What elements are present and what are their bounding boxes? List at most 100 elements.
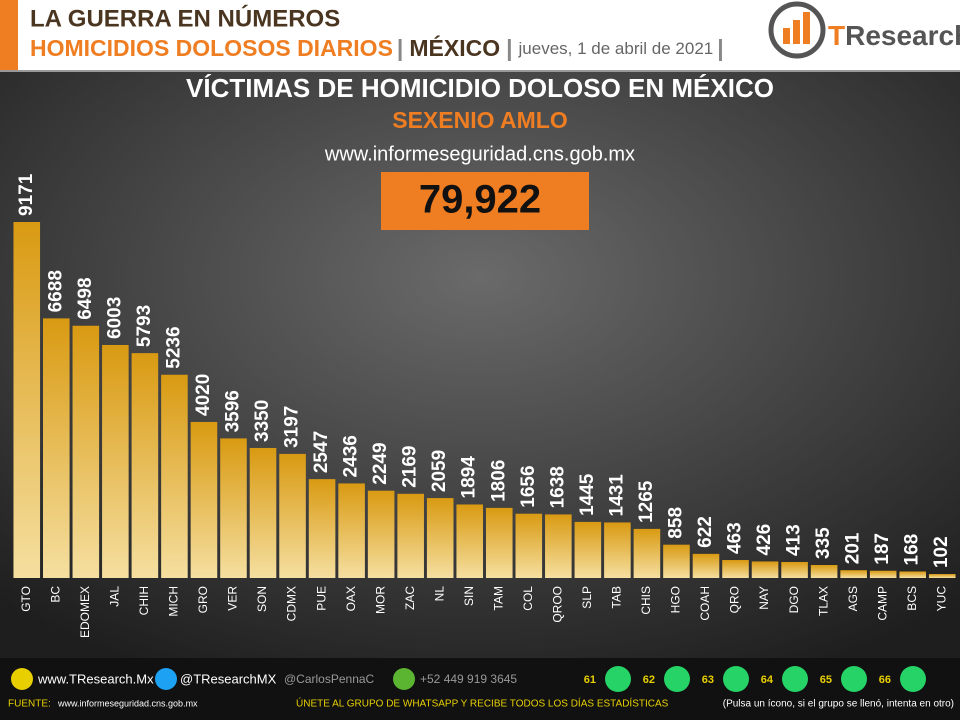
bar — [751, 561, 779, 578]
bar — [220, 438, 247, 578]
value-label: 858 — [665, 507, 686, 539]
value-label: 335 — [813, 527, 834, 559]
value-label: 102 — [931, 536, 952, 568]
chart-title: VÍCTIMAS DE HOMICIDIO DOLOSO EN MÉXICO — [186, 73, 774, 103]
value-label: 2547 — [311, 431, 332, 473]
value-label: 2249 — [370, 442, 391, 484]
phone: +52 449 919 3645 — [420, 672, 517, 686]
logo-bar — [783, 28, 790, 44]
bar — [13, 222, 41, 578]
bar — [308, 479, 336, 578]
twitter-icon — [155, 668, 177, 690]
x-tick-label: CHIS — [639, 586, 653, 615]
website[interactable]: www.TResearch.Mx — [37, 671, 154, 686]
value-label: 3350 — [252, 400, 273, 442]
value-label: 426 — [754, 524, 775, 556]
bar — [692, 553, 720, 578]
value-label: 3197 — [282, 406, 303, 448]
web-icon — [11, 668, 33, 690]
bar — [574, 521, 602, 578]
bar — [102, 344, 129, 578]
total-box — [381, 172, 589, 230]
footer-source: www.informeseguridad.cns.gob.mx — [57, 698, 198, 708]
value-label: 622 — [695, 516, 716, 548]
logo-t: T — [828, 20, 845, 51]
bar — [43, 318, 70, 578]
bar — [633, 528, 661, 578]
value-label: 1806 — [488, 460, 509, 502]
kicker: LA GUERRA EN NÚMEROS — [30, 4, 340, 32]
group-number: 61 — [584, 674, 596, 686]
date: jueves, 1 de abril de 2021 — [518, 39, 714, 58]
whatsapp-icon[interactable] — [782, 666, 808, 692]
logo-rest: Research — [845, 20, 960, 51]
bar — [279, 453, 306, 578]
bar — [545, 514, 572, 578]
value-label: 1445 — [577, 473, 598, 516]
value-label: 6003 — [104, 297, 125, 339]
x-tick-label: GTO — [19, 586, 33, 612]
x-tick-label: COL — [521, 586, 535, 611]
logo-ring — [768, 1, 826, 59]
value-label: 5236 — [163, 326, 184, 368]
whatsapp-icon[interactable] — [900, 666, 926, 692]
bar — [899, 571, 926, 578]
bar — [397, 493, 424, 578]
x-tick-label: OAX — [344, 586, 358, 611]
value-label: 1431 — [606, 474, 627, 517]
chart-subtitle: SEXENIO AMLO — [392, 107, 568, 133]
x-tick-label: DGO — [787, 586, 801, 613]
whatsapp-icon[interactable] — [723, 666, 749, 692]
whatsapp-icon[interactable] — [664, 666, 690, 692]
bar — [928, 574, 956, 578]
bar — [456, 504, 484, 578]
x-tick-label: EDOMEX — [78, 586, 92, 638]
x-tick-label: GRO — [196, 586, 210, 613]
group-number: 62 — [643, 674, 655, 686]
twitter2: @CarlosPennaC — [284, 672, 375, 686]
bar — [810, 564, 838, 578]
value-label: 187 — [872, 533, 893, 565]
value-label: 168 — [902, 534, 923, 566]
x-tick-label: JAL — [108, 586, 122, 607]
whatsapp-icon[interactable] — [841, 666, 867, 692]
source-url: www.informeseguridad.cns.gob.mx — [324, 143, 635, 165]
value-label: 463 — [725, 522, 746, 554]
bar — [663, 544, 690, 578]
x-tick-label: TLAX — [816, 586, 830, 616]
headline: HOMICIDIOS DOLOSOS DIARIOS — [30, 35, 393, 61]
cta: ÚNETE AL GRUPO DE WHATSAPP Y RECIBE TODO… — [296, 697, 669, 710]
x-tick-label: SIN — [462, 586, 476, 606]
value-label: 1894 — [459, 456, 480, 499]
logo-bar — [793, 20, 800, 44]
total: 79,922 — [419, 178, 541, 222]
value-label: 2436 — [341, 435, 362, 477]
x-tick-label: TAB — [610, 586, 624, 608]
bar — [515, 513, 543, 578]
value-label: 4020 — [193, 374, 214, 416]
x-tick-label: MICH — [167, 586, 181, 617]
group-number: 66 — [879, 674, 891, 686]
twitter[interactable]: @TResearchMX — [180, 671, 277, 686]
x-tick-label: CAMP — [875, 586, 889, 621]
x-tick-label: BCS — [905, 586, 919, 611]
bar — [426, 498, 454, 578]
value-label: 6498 — [75, 277, 96, 319]
x-tick-label: YUC — [934, 586, 948, 612]
bar — [869, 570, 897, 578]
x-tick-label: SON — [255, 586, 269, 612]
whatsapp-icon[interactable] — [605, 666, 631, 692]
x-tick-label: MOR — [373, 586, 387, 614]
bar — [485, 507, 513, 578]
x-tick-label: COAH — [698, 586, 712, 621]
bar — [338, 483, 365, 578]
x-tick-label: BC — [48, 586, 62, 603]
bar — [367, 490, 395, 578]
value-label: 2169 — [400, 446, 421, 488]
phone-icon — [393, 668, 415, 690]
value-label: 413 — [784, 524, 805, 556]
bar — [131, 353, 159, 578]
value-label: 201 — [843, 532, 864, 564]
value-label: 1265 — [636, 480, 657, 523]
